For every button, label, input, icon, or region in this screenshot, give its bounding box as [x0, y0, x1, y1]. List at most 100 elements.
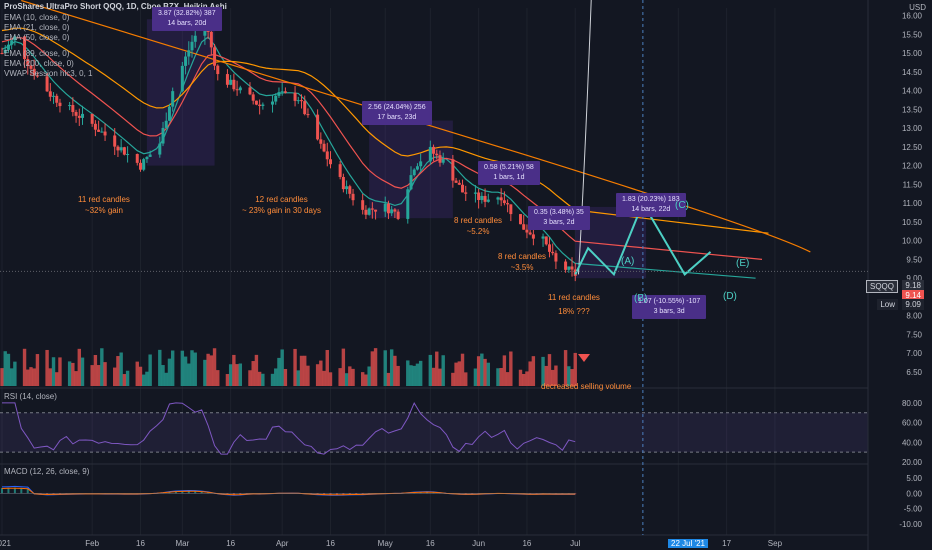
volume-bar	[338, 368, 342, 386]
macd-hist-bar	[355, 493, 358, 495]
candle-body	[348, 186, 352, 194]
volume-bar	[341, 348, 346, 386]
candle-body	[486, 199, 490, 202]
volume-bar	[373, 348, 378, 386]
rsi-line	[2, 402, 576, 455]
volume-bar	[74, 371, 78, 386]
low-price-tag: 9.09	[902, 299, 924, 310]
volume-bar	[187, 363, 191, 386]
volume-bar	[158, 349, 162, 386]
volume-bar	[232, 354, 236, 386]
volume-bar	[454, 362, 458, 386]
volume-bar	[251, 361, 255, 386]
volume-bar	[389, 349, 394, 386]
measure-box-2-line1: 2.56 (24.04%) 256	[368, 104, 426, 111]
candle-body	[180, 65, 184, 92]
candle-body	[293, 92, 297, 101]
candle-body	[248, 87, 252, 95]
macd-hist-bar	[574, 493, 577, 495]
candle-body	[229, 79, 233, 85]
legend-ema89[interactable]: EMA (89, close, 0)	[4, 49, 70, 58]
candle-body	[303, 101, 307, 115]
note-2-line2: ~ 23% gain in 30 days	[242, 206, 321, 215]
candle-body	[225, 74, 229, 85]
y-tick-label: 11.50	[903, 180, 923, 189]
volume-bar	[135, 361, 139, 386]
candle-body	[567, 266, 571, 270]
volume-bar	[322, 370, 326, 386]
volume-bar	[551, 369, 555, 386]
volume-bar	[80, 357, 85, 386]
volume-bar	[573, 352, 577, 386]
volume-bar	[55, 372, 59, 386]
legend-vwap[interactable]: VWAP Session hlc3, 0, 1	[4, 69, 93, 78]
macd-signal-line	[1, 487, 576, 496]
candle-body	[171, 91, 175, 107]
y-tick-label: 13.00	[902, 124, 923, 133]
volume-bar	[142, 374, 146, 386]
rsi-tick-label: 80.00	[902, 399, 923, 408]
volume-bar	[296, 370, 300, 386]
candle-body	[81, 113, 85, 118]
volume-bar	[505, 372, 510, 386]
volume-bar	[306, 365, 310, 386]
candle-body	[396, 211, 400, 219]
y-tick-label: 8.00	[906, 312, 922, 321]
low-label-tag: Low	[877, 299, 898, 310]
candle-body	[261, 104, 265, 106]
legend-ema50[interactable]: EMA (50, close, 0)	[4, 33, 70, 42]
measure-box-4-line1: 0.35 (3.48%) 35	[534, 209, 584, 216]
measure-box-6-line1: 1.07 (-10.55%) -107	[638, 298, 701, 305]
note-4-line1: 8 red candles	[498, 252, 547, 261]
candle-body	[164, 120, 168, 128]
candle-body	[370, 208, 374, 210]
candle-body	[544, 236, 548, 245]
candle-body	[518, 214, 522, 225]
volume-bar	[29, 367, 33, 386]
volume-bar	[328, 372, 333, 386]
volume-bar	[412, 365, 416, 386]
x-tick-label: 16	[326, 539, 335, 548]
volume-bar	[344, 373, 349, 386]
x-tick-label: 2021	[0, 539, 11, 548]
candle-body	[509, 204, 513, 215]
legend-ema10[interactable]: EMA (10, close, 0)	[4, 13, 70, 22]
volume-bar	[486, 362, 490, 386]
volume-bar	[145, 371, 149, 386]
down-arrow-icon	[578, 354, 590, 362]
candle-body	[374, 209, 378, 212]
volume-bar	[254, 354, 259, 386]
volume-bar	[393, 355, 397, 386]
candle-body	[277, 92, 281, 96]
volume-bar	[303, 355, 307, 386]
legend-ema21[interactable]: EMA (21, close, 0)	[4, 23, 70, 32]
candle-body	[383, 203, 387, 212]
volume-bar	[113, 367, 117, 386]
candle-body	[23, 36, 27, 60]
candle-body	[3, 49, 7, 54]
macd-hist-bar	[1, 487, 3, 494]
volume-bar	[406, 360, 410, 386]
symbol-tag: SQQQ	[865, 280, 898, 293]
volume-bar	[228, 364, 233, 386]
legend-ema200[interactable]: EMA (200, close, 0)	[4, 59, 74, 68]
volume-bar	[509, 351, 513, 386]
vwap-line	[577, 0, 592, 275]
candle-body	[473, 192, 477, 194]
measure-box-6-line2: 3 bars, 3d	[653, 308, 685, 315]
candle-body	[6, 44, 10, 50]
candle-body	[213, 47, 217, 66]
macd-hist-bar	[232, 493, 235, 495]
y-tick-label: 9.50	[906, 255, 922, 264]
macd-hist-bar	[7, 487, 10, 494]
volume-bar	[58, 357, 62, 386]
volume-bar	[125, 370, 130, 386]
note-3-line2: ~5.2%	[466, 227, 490, 236]
volume-bar	[148, 354, 152, 386]
measure-box-5-line1: 1.83 (20.23%) 183	[622, 196, 680, 203]
volume-bar	[541, 356, 545, 386]
candle-body	[93, 123, 97, 130]
candle-body	[564, 261, 568, 270]
candle-body	[454, 180, 458, 183]
